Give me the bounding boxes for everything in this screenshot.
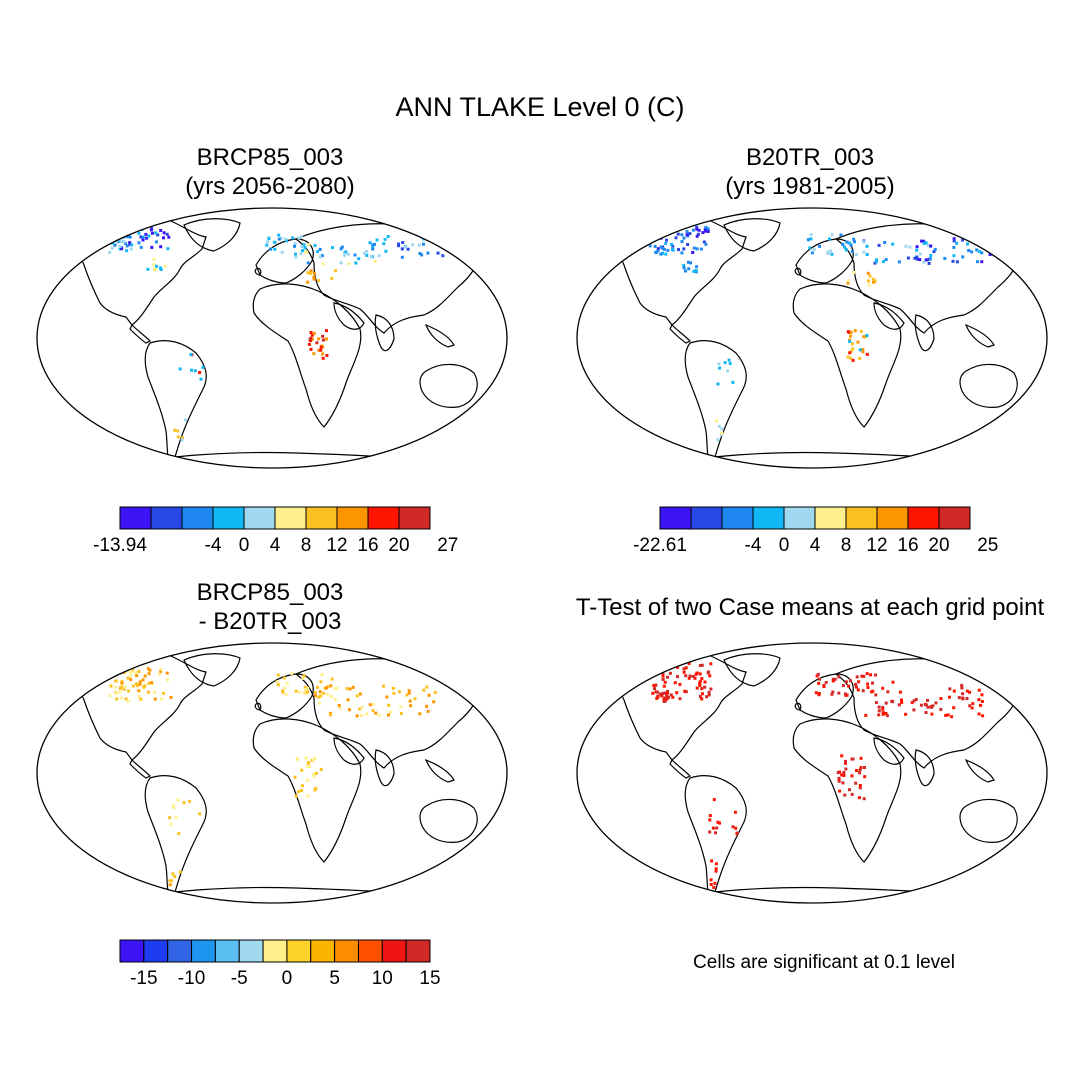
- panel-4-title: T-Test of two Case means at each grid po…: [540, 593, 1080, 622]
- colorbar-tick-label: 4: [270, 535, 281, 556]
- colorbar-swatch: [191, 939, 216, 963]
- colorbar-tick-label: -22.61: [633, 535, 687, 556]
- colorbar-tick-label: -13.94: [93, 535, 147, 556]
- colorbar-tick-label: 16: [357, 535, 378, 556]
- colorbar-panel-2: -22.61 -4 048 12 16 20 25.45: [633, 506, 1000, 556]
- colorbar-swatch: [119, 506, 152, 530]
- grid-dots: [108, 667, 437, 887]
- colorbar-swatch: [212, 506, 245, 530]
- map-panel-2: [576, 207, 1048, 469]
- colorbar-swatch: [398, 506, 431, 530]
- panel-3-title-line1: BRCP85_003: [196, 579, 344, 606]
- colorbar-swatch: [876, 506, 909, 530]
- colorbar-swatch: [310, 939, 336, 963]
- colorbar-tick-label: 27.79: [437, 535, 460, 556]
- colorbar-swatch: [305, 506, 338, 530]
- colorbar-tick-label: 10: [372, 968, 393, 989]
- colorbar-tick-label: 8: [301, 535, 312, 556]
- colorbar-swatch: [167, 939, 193, 963]
- colorbar-tick-label: 16: [897, 535, 918, 556]
- colorbar-swatch: [938, 506, 971, 530]
- colorbar-swatch: [243, 506, 276, 530]
- panel-1-title-line1: BRCP85_003: [196, 144, 344, 171]
- colorbar-tick-label: 15: [419, 968, 440, 989]
- colorbar-swatch: [181, 506, 214, 530]
- colorbar-tick-label: 0: [282, 968, 293, 989]
- colorbar-tick-label: 5: [329, 968, 340, 989]
- colorbar-swatch: [405, 939, 431, 963]
- colorbar-swatch: [336, 506, 369, 530]
- colorbar-swatch: [367, 506, 400, 530]
- map-panel-1: [36, 207, 508, 469]
- panel-3-title: BRCP85_003 - B20TR_003: [40, 578, 500, 636]
- significance-note: Cells are significant at 0.1 level: [693, 952, 955, 973]
- panel-2-title-line2: (yrs 1981-2005): [725, 173, 895, 200]
- colorbar-tick-label: 25.45: [977, 535, 1000, 556]
- colorbar-swatch: [334, 939, 359, 963]
- panel-2-title: B20TR_003 (yrs 1981-2005): [580, 143, 1040, 201]
- colorbar-swatch: [143, 939, 169, 963]
- colorbar-swatch: [752, 506, 785, 530]
- colorbar-swatch: [845, 506, 878, 530]
- colorbar-swatch: [659, 506, 692, 530]
- colorbar-tick-label: -4: [205, 535, 222, 556]
- colorbar-tick-label: 12: [866, 535, 887, 556]
- colorbar-tick-label: -4: [745, 535, 762, 556]
- panel-1-title-line2: (yrs 2056-2080): [185, 173, 355, 200]
- colorbar-swatch: [783, 506, 816, 530]
- panel-4-title-line1: T-Test of two Case means at each grid po…: [575, 594, 1045, 621]
- colorbar-swatch: [150, 506, 183, 530]
- colorbar-swatch: [238, 939, 264, 963]
- colorbar-tick-label: 20: [388, 535, 409, 556]
- colorbar-tick-label: 8: [841, 535, 852, 556]
- colorbar-swatch: [381, 939, 407, 963]
- colorbar-tick-label: -15: [130, 968, 157, 989]
- colorbar-swatch: [907, 506, 940, 530]
- colorbar-tick-label: 0: [779, 535, 790, 556]
- colorbar-swatch: [721, 506, 754, 530]
- colorbar-tick-label: -10: [178, 968, 205, 989]
- colorbar-swatch: [286, 939, 312, 963]
- colorbar-tick-label: -5: [231, 968, 248, 989]
- figure-title: ANN TLAKE Level 0 (C): [395, 92, 685, 122]
- colorbar-swatch: [357, 939, 383, 963]
- colorbar-swatch: [214, 939, 240, 963]
- colorbar-difference: -15 -10 -5 0 5 10 15: [119, 939, 441, 989]
- colorbar-tick-label: 20: [928, 535, 949, 556]
- colorbar-panel-1: -13.94 -4 048 12 16 20 27.79: [93, 506, 460, 556]
- map-panel-4: [576, 642, 1048, 904]
- colorbar-tick-label: 12: [326, 535, 347, 556]
- colorbar-tick-label: 4: [810, 535, 821, 556]
- map-panel-3: [36, 642, 508, 904]
- colorbar-swatch: [690, 506, 723, 530]
- colorbar-swatch: [814, 506, 847, 530]
- grid-dots: [648, 225, 992, 442]
- colorbar-swatch: [262, 939, 288, 963]
- colorbar-swatch: [274, 506, 307, 530]
- panel-2-title-line1: B20TR_003: [745, 144, 875, 171]
- colorbar-tick-label: 0: [239, 535, 250, 556]
- colorbar-swatch: [119, 939, 145, 963]
- panel-1-title: BRCP85_003 (yrs 2056-2080): [40, 143, 500, 201]
- grid-dots: [651, 662, 985, 889]
- panel-3-title-line2: - B20TR_003: [198, 608, 342, 635]
